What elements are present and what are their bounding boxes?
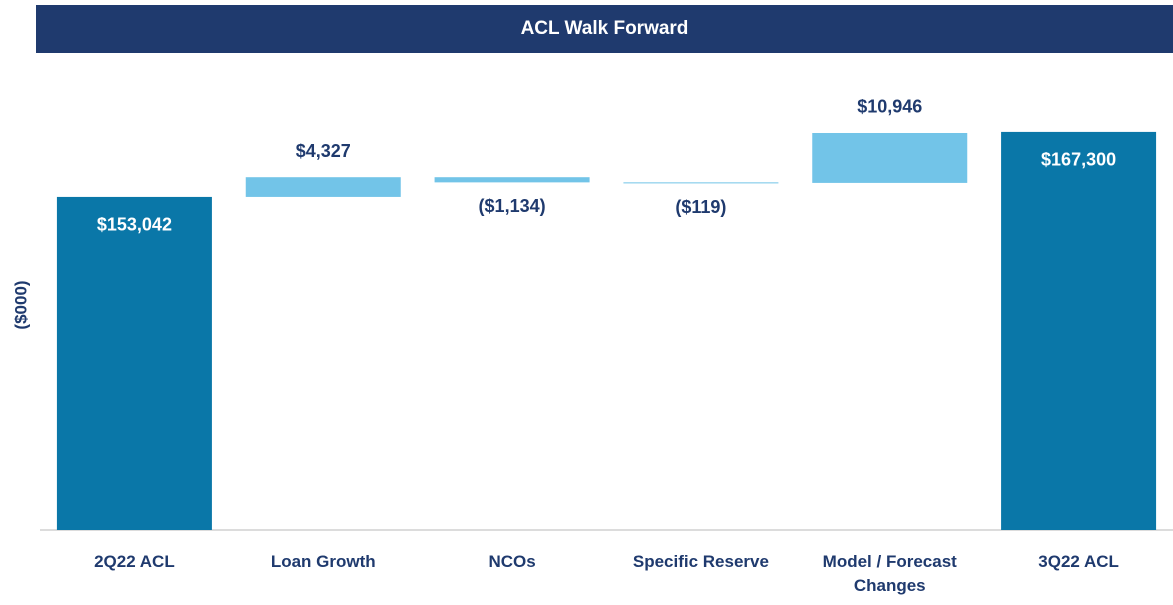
data-label: $167,300: [1041, 150, 1116, 170]
change-bar: [434, 177, 590, 183]
change-bar: [623, 182, 779, 184]
x-tick-label: 3Q22 ACL: [1038, 552, 1119, 571]
x-tick-label: Loan Growth: [270, 552, 376, 571]
data-label: $4,327: [296, 141, 351, 161]
total-bar: [1001, 131, 1157, 531]
data-label: $153,042: [97, 215, 172, 235]
chart-title: ACL Walk Forward: [36, 5, 1173, 53]
x-tick-label: Model / Forecast Changes: [822, 552, 957, 595]
x-tick-label: Specific Reserve: [632, 552, 769, 571]
data-label: ($119): [675, 197, 726, 217]
total-bar: [56, 196, 212, 531]
change-bar: [812, 132, 968, 183]
y-axis-label: ($000): [11, 280, 30, 329]
data-label: $10,946: [857, 97, 922, 117]
x-tick-label: 2Q22 ACL: [94, 552, 175, 571]
x-tick-label: NCOs: [488, 552, 536, 571]
data-label: ($1,134): [479, 196, 546, 216]
change-bar: [245, 177, 401, 197]
